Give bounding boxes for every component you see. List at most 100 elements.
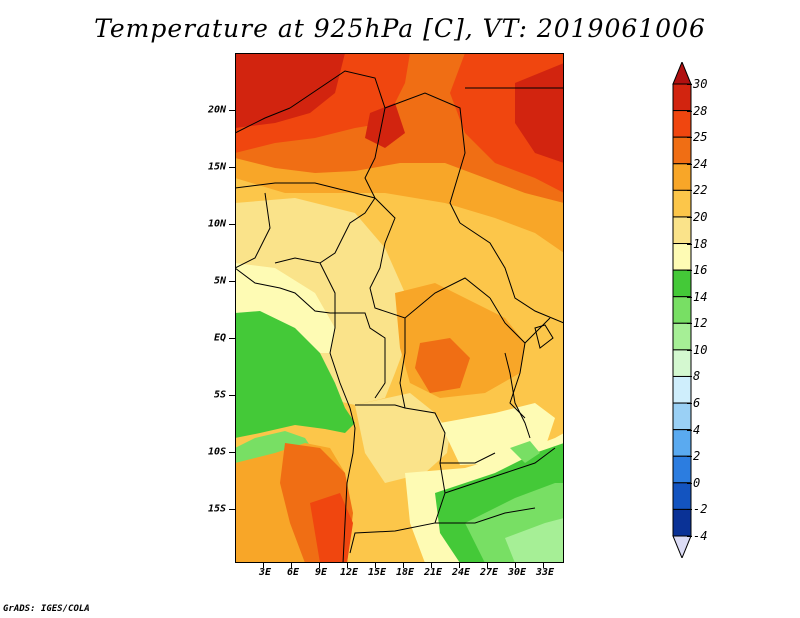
colorbar-tick [687, 216, 692, 218]
border-south-3 [444, 447, 556, 494]
y-tick-mark [229, 224, 235, 225]
temp-band-28-sw [310, 493, 353, 563]
x-tick-label: 18E [395, 567, 415, 578]
colorbar [672, 62, 692, 558]
lake-tanganyika [504, 352, 531, 439]
y-tick-label: EQ [213, 332, 226, 344]
temperature-map [235, 53, 564, 563]
x-tick-mark [459, 563, 460, 568]
y-tick-label: 5N [213, 275, 226, 287]
x-tick-label: 24E [451, 567, 471, 578]
colorbar-tick [687, 163, 692, 165]
colorbar-level-label: 18 [693, 236, 708, 251]
colorbar-level-label: 0 [693, 475, 701, 490]
colorbar-tick [687, 349, 692, 351]
colorbar-tick [687, 429, 692, 431]
colorbar-tick [687, 110, 692, 112]
y-tick-mark [229, 509, 235, 510]
colorbar-tick [687, 456, 692, 458]
colorbar-tick [687, 403, 692, 405]
x-tick-label: 27E [479, 567, 499, 578]
y-tick-label: 20N [207, 104, 226, 116]
colorbar-level-label: 14 [693, 289, 708, 304]
map-area[interactable] [235, 53, 564, 563]
colorbar-tick [687, 84, 692, 85]
temp-band-20 [235, 198, 410, 405]
colorbar-segment [672, 429, 692, 457]
coastline [329, 352, 356, 563]
colorbar-level-label: 24 [693, 156, 708, 171]
y-tick-label: 10N [207, 218, 226, 230]
colorbar-tick [687, 509, 692, 511]
border-gulf [319, 262, 336, 354]
colorbar-segment [672, 402, 692, 431]
colorbar-level-label: 25 [693, 130, 708, 145]
temp-band-30-nw [235, 53, 345, 128]
temp-band-12-se [505, 518, 564, 563]
y-tick-label: 15S [207, 503, 226, 515]
ocean-16 [235, 311, 355, 438]
colorbar-tick [687, 270, 692, 272]
x-tick-mark [487, 563, 488, 568]
border-south-4 [435, 507, 536, 524]
y-tick-mark [229, 395, 235, 396]
x-tick-label: 3E [258, 567, 272, 578]
y-tick-label: 15N [207, 161, 226, 173]
colorbar-segment [672, 216, 692, 245]
temp-band-20-south [355, 393, 450, 483]
colorbar-segment [672, 110, 692, 138]
y-tick-mark [229, 167, 235, 168]
colorbar-level-label: 4 [693, 422, 701, 437]
border-north-2 [384, 92, 466, 224]
credit-label: GrADS: IGES/COLA [3, 604, 90, 614]
colorbar-segment [672, 243, 692, 271]
colorbar-segment [672, 296, 692, 324]
x-tick-mark [515, 563, 516, 568]
border-west-2 [235, 192, 271, 269]
border-east-2 [509, 342, 526, 419]
border-mid-1 [369, 197, 491, 319]
colorbar-tick [687, 137, 692, 139]
x-tick-mark [543, 563, 544, 568]
colorbar-tick [687, 536, 692, 537]
border-south-2 [349, 462, 446, 554]
colorbar-level-label: 2 [693, 449, 701, 464]
country-borders [235, 70, 564, 563]
colorbar-level-label: 8 [693, 369, 701, 384]
x-tick-mark [291, 563, 292, 568]
lake-cool [510, 441, 540, 463]
x-tick-mark [319, 563, 320, 568]
x-tick-label: 15E [367, 567, 387, 578]
colorbar-segment [672, 322, 692, 351]
colorbar-level-label: 28 [693, 103, 708, 118]
x-tick-label: 9E [314, 567, 328, 578]
colorbar-segment [672, 482, 692, 510]
border-mid-2 [459, 222, 564, 324]
x-tick-label: 33E [535, 567, 555, 578]
y-tick-mark [229, 110, 235, 111]
colorbar-segment [672, 455, 692, 484]
colorbar-tick [687, 376, 692, 378]
x-tick-label: 30E [507, 567, 527, 578]
border-congo-1 [330, 312, 386, 399]
y-tick-label: 10S [207, 446, 226, 458]
y-tick-mark [229, 338, 235, 339]
chart-title: Temperature at 925hPa [C], VT: 201906100… [94, 14, 706, 43]
colorbar-tick [687, 323, 692, 325]
colorbar-segment [672, 189, 692, 218]
y-tick-mark [229, 281, 235, 282]
temp-band-30-centre [365, 103, 405, 148]
border-congo-2 [399, 318, 406, 409]
border-south-1 [355, 404, 496, 464]
colorbar-segment [672, 508, 692, 537]
colorbar-tick [687, 296, 692, 298]
x-tick-mark [347, 563, 348, 568]
colorbar-tick [687, 243, 692, 245]
coastline-north [235, 267, 331, 314]
temp-band-25-congo [415, 338, 470, 393]
border-west-3 [274, 197, 376, 264]
x-tick-label: 12E [339, 567, 359, 578]
colorbar-segment [672, 375, 692, 404]
colorbar-level-label: 30 [693, 77, 708, 91]
border-west-1 [235, 182, 376, 199]
